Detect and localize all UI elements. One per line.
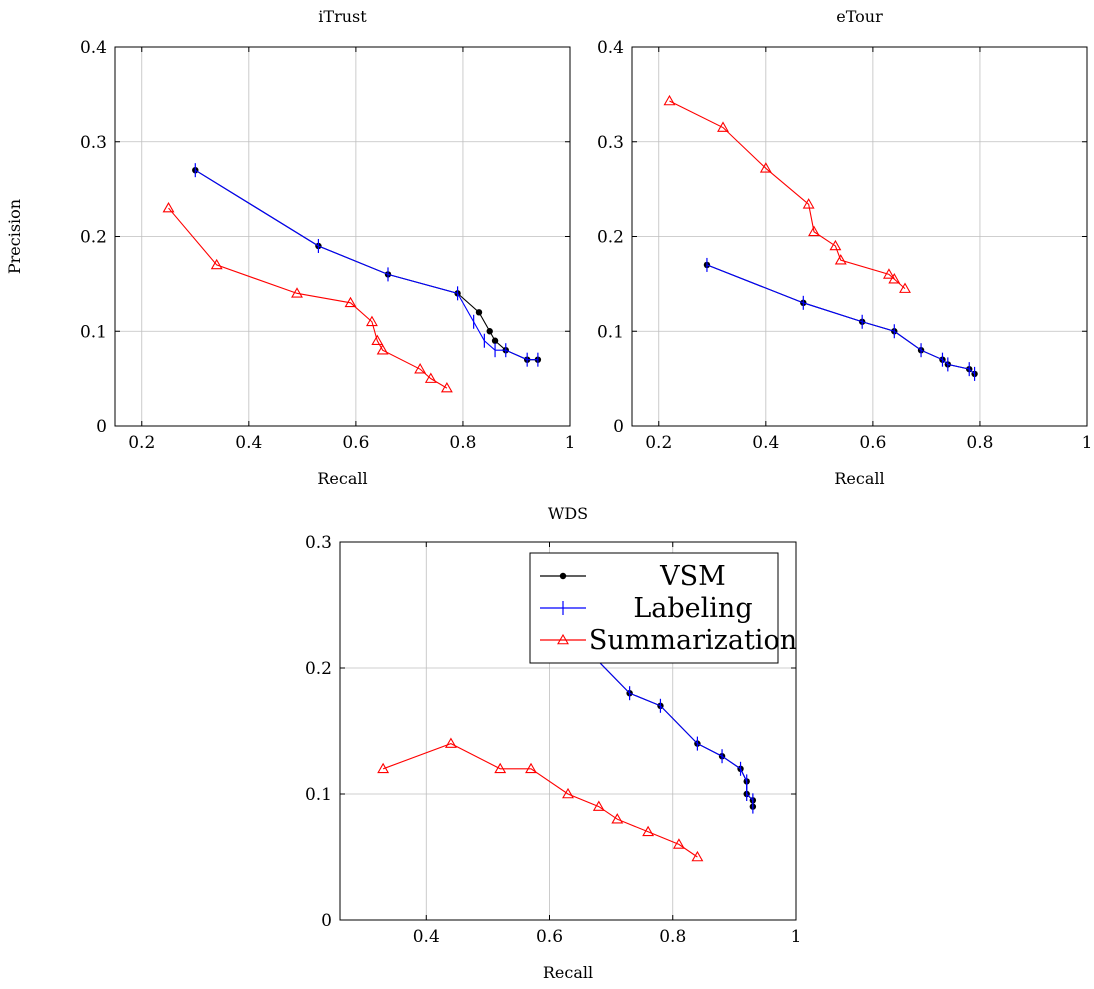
summarization-point [494,762,507,774]
vsm-point [475,309,483,316]
y-tick-label: 0.3 [305,533,332,553]
summarization-point [759,162,772,173]
summarization-point [525,762,537,774]
summarization-point [424,372,437,383]
x-tick-label: 0.8 [449,433,476,453]
summarization-point [440,381,453,393]
summarization-point [829,239,842,251]
legend-item-labeling: Labeling [540,593,753,624]
y-tick-label: 0 [321,911,332,931]
legend-label: Summarization [589,625,797,656]
y-tick-label: 0.2 [597,228,624,248]
legend-swatch-marker [557,633,569,645]
summarization-point [611,813,624,824]
x-axis-label: Recall [317,469,367,488]
x-tick-label: 1 [565,433,576,453]
legend-item-summarization: Summarization [540,625,797,656]
summarization-point [365,315,378,327]
series-summarization [162,201,453,393]
summarization-point [162,201,175,213]
summarization-point [444,737,457,748]
legend-swatch-marker [559,572,567,580]
vsm-point [486,328,493,335]
summarization-point [562,787,574,799]
y-tick-label: 0 [613,417,624,437]
x-tick-label: 1 [1082,433,1093,453]
x-tick-label: 0.2 [645,433,672,453]
y-tick-label: 0.1 [597,322,624,342]
y-tick-label: 0.4 [80,38,107,58]
summarization-point [672,838,685,849]
summarization-line [382,743,698,858]
x-tick-label: 0.4 [235,433,262,453]
y-tick-label: 0.4 [597,38,624,58]
summarization-point [592,800,605,811]
labeling-line [195,169,538,361]
y-tick-label: 0.1 [80,322,107,342]
chart-itrust: 0.2 0.4 0.6 0.8 1 0 0.1 0.2 0.3 0.4 iTrust Recall Pr… [5,7,575,488]
x-axis-label: Recall [543,963,593,982]
summarization-point [377,762,390,774]
summarization-point [344,296,357,308]
summarization-point [888,273,901,284]
summarization-point [414,363,427,374]
summarization-point [802,198,815,209]
series-vsm [192,166,542,363]
summarization-point [642,825,655,837]
summarization-point [834,254,847,265]
series-summarization [663,94,911,293]
y-axis-label: Precision [5,199,24,274]
summarization-point [717,121,729,132]
y-tick-label: 0.3 [597,133,624,153]
summarization-point [376,344,389,355]
x-tick-label: 0.6 [536,927,563,947]
summarization-point [882,268,895,279]
summarization-point [899,282,911,293]
x-tick-label: 0.6 [342,433,369,453]
summarization-line [669,100,906,290]
series-labeling [706,257,976,381]
series-vsm [703,261,978,378]
y-tick-label: 0.2 [80,228,107,248]
chart-wds: 0.4 0.6 0.8 1 0 0.1 0.2 0.3 WDS Recall VSMLabeling… [305,504,801,982]
summarization-point [808,225,820,237]
legend-item-vsm: VSM [540,561,726,592]
x-tick-label: 0.6 [859,433,886,453]
labeling-line [706,264,975,375]
x-tick-label: 1 [791,927,802,947]
y-tick-label: 0 [96,417,107,437]
x-tick-label: 0.4 [413,927,440,947]
y-tick-label: 0.1 [305,785,332,805]
legend-label: VSM [659,561,726,592]
summarization-point [691,850,704,862]
series-labeling [194,163,539,367]
summarization-line [168,207,448,389]
summarization-point [663,94,676,106]
legend-label: Labeling [633,593,752,624]
x-tick-label: 0.4 [752,433,779,453]
summarization-point [291,287,303,298]
series-summarization [377,737,704,862]
x-tick-label: 0.2 [128,433,155,453]
y-tick-label: 0.2 [305,659,332,679]
plot-frame [339,541,797,921]
x-axis-label: Recall [834,469,884,488]
chart-title: iTrust [318,7,367,26]
chart-etour: 0.2 0.4 0.6 0.8 1 0 0.1 0.2 0.3 0.4 eTour Recall [597,7,1092,488]
chart-title: WDS [548,504,588,523]
chart-title: eTour [836,7,883,26]
summarization-point [371,334,384,346]
vsm-point [491,337,499,344]
y-tick-label: 0.3 [80,133,107,153]
summarization-point [210,258,223,270]
x-tick-label: 0.8 [966,433,993,453]
x-tick-label: 0.8 [659,927,686,947]
